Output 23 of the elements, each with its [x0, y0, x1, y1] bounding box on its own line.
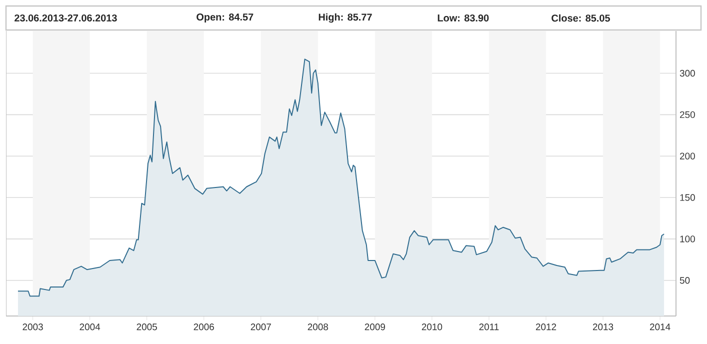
x-tick-label: 2009: [364, 324, 386, 330]
x-tick-label: 2012: [536, 324, 556, 330]
text: Low: 83.90: [438, 14, 489, 22]
x-tick-label: 2010: [422, 324, 442, 330]
text: 23.06.2013-27.06.2013: [14, 14, 117, 22]
text: Open: 84.57: [196, 13, 254, 23]
x-tick-label: 2005: [136, 324, 157, 330]
y-tick-label: 100: [680, 236, 695, 242]
text: High: 85.77: [318, 13, 372, 23]
x-tick-label: 2011: [479, 324, 499, 330]
x-tick-label: 2013: [592, 324, 614, 330]
x-tick-label: 2008: [308, 324, 328, 330]
y-tick-label: 250: [680, 111, 695, 118]
y-tick-label: 200: [680, 152, 695, 160]
text: Close: 85.05: [552, 14, 610, 22]
y-tick-label: 150: [680, 194, 695, 201]
y-tick-label: 300: [680, 70, 695, 77]
y-tick-label: 50: [680, 277, 690, 284]
x-tick-label: 2006: [194, 324, 214, 330]
x-tick-label: 2007: [250, 324, 271, 330]
x-tick-label: 2014: [650, 324, 670, 330]
x-tick-label: 2004: [80, 324, 100, 330]
x-tick-label: 2003: [22, 324, 43, 330]
